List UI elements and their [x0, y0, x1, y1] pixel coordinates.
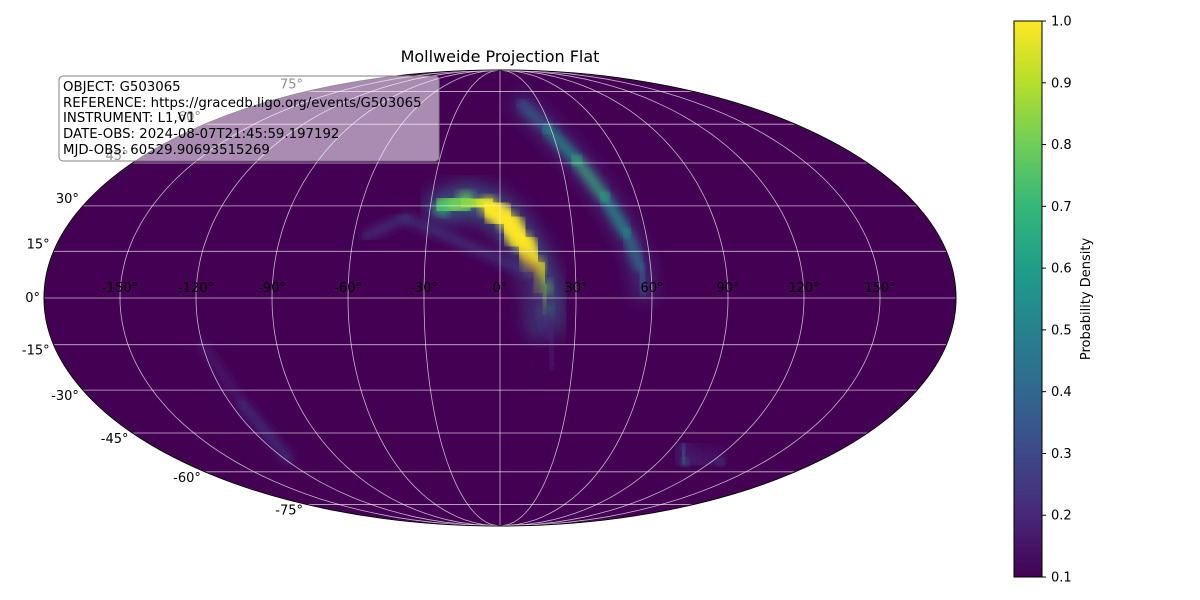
region-secondary-arc: [513, 95, 653, 300]
colorbar-tick-label: 0.3: [1051, 447, 1072, 462]
region-point: [622, 229, 631, 237]
region-point: [679, 443, 686, 450]
region-point: [547, 332, 553, 338]
longitude-tick-label: 90°: [716, 281, 739, 296]
colorbar-label: Probability Density: [1079, 238, 1094, 361]
region-segment: [363, 215, 408, 239]
latitude-tick-label: 30°: [56, 192, 79, 207]
region-segment: [402, 215, 533, 276]
region-faint-arc: [357, 209, 562, 375]
region-point: [513, 233, 532, 252]
region-point: [518, 100, 525, 107]
region-point: [641, 288, 648, 295]
region-point: [434, 201, 449, 217]
region-segment: [637, 263, 648, 295]
region-segment: [517, 100, 551, 133]
region-segment: [547, 332, 556, 369]
latitude-tick-label: -45°: [101, 432, 129, 447]
colorbar-tick-label: 0.7: [1051, 200, 1072, 215]
longitude-tick-label: -60°: [334, 281, 362, 296]
latitude-tick-label: -15°: [22, 344, 50, 359]
region-point: [286, 456, 292, 463]
region-point: [457, 191, 474, 209]
info-mjd-obs: MJD-OBS: 60529.90693515269: [63, 143, 270, 158]
region-point: [637, 263, 644, 271]
latitude-tick-label: -75°: [275, 504, 303, 519]
region-point: [363, 233, 369, 239]
info-box: OBJECT: G503065 REFERENCE: https://grace…: [58, 75, 440, 162]
chart-title: Mollweide Projection Flat: [401, 47, 600, 66]
colorbar-tick-label: 0.2: [1051, 509, 1072, 524]
region-segment: [199, 342, 246, 408]
longitude-tick-label: -90°: [258, 281, 286, 296]
info-object: OBJECT: G503065: [63, 80, 181, 95]
latitude-tick-label: -30°: [51, 389, 79, 404]
region-point: [402, 215, 408, 221]
colorbar-tick-label: 0.1: [1051, 571, 1072, 586]
probability-regions: [194, 95, 728, 470]
info-date-obs: DATE-OBS: 2024-08-07T21:45:59.197192: [63, 127, 339, 142]
sky-map-border: [43, 69, 957, 527]
colorbar-ticks: 0.1 0.2 0.3 0.4 0.5 0.6 0.7 0.8 0.9 1.0: [1042, 15, 1072, 586]
longitude-tick-label: -120°: [178, 281, 214, 296]
colorbar-tick-label: 0.6: [1051, 262, 1072, 277]
longitude-tick-label: 60°: [640, 281, 663, 296]
colorbar-gradient: [1013, 20, 1043, 578]
region-segment: [600, 193, 631, 237]
colorbar-tick-label: 0.9: [1051, 76, 1072, 91]
region-point: [572, 156, 581, 165]
region-point: [527, 270, 533, 276]
longitude-tick-label: -150°: [102, 281, 138, 296]
region-segment: [239, 401, 292, 463]
colorbar-tick-label: 0.8: [1051, 138, 1072, 153]
region-point: [498, 211, 517, 230]
region-segment: [572, 156, 609, 202]
region-southern-streak: [674, 438, 728, 470]
latitude-tick-label: -60°: [173, 471, 201, 486]
region-point: [600, 193, 609, 202]
colorbar-tick-label: 0.5: [1051, 323, 1072, 338]
region-point: [716, 458, 724, 466]
colorbar: 0.1 0.2 0.3 0.4 0.5 0.6 0.7 0.8 0.9 1.0 Probabili…: [1013, 15, 1094, 586]
info-reference: REFERENCE: https://gracedb.ligo.org/even…: [63, 96, 422, 111]
region-segment: [622, 229, 645, 271]
longitude-tick-label: -30°: [410, 281, 438, 296]
longitude-tick-label: 0°: [493, 281, 508, 296]
info-instrument: INSTRUMENT: L1,V1: [63, 111, 195, 126]
longitude-tick-label: 150°: [864, 281, 895, 296]
region-point: [681, 458, 689, 466]
latitude-tick-label: 15°: [27, 237, 50, 252]
region-point: [239, 402, 246, 408]
graticule-grid: [44, 70, 956, 526]
colorbar-tick-label: 1.0: [1051, 15, 1072, 30]
region-point: [550, 363, 556, 369]
region-western-streak: [194, 336, 297, 468]
longitude-tick-label: 120°: [788, 281, 819, 296]
colorbar-tick-label: 0.4: [1051, 385, 1072, 400]
latitude-tick-label: 0°: [25, 291, 40, 306]
longitude-tick-label: 30°: [564, 281, 587, 296]
longitude-tick-labels: -150° -120° -90° -60° -30° 0° 30° 60° 90° 120° 150…: [102, 281, 896, 296]
region-segment: [527, 270, 553, 339]
region-point: [543, 125, 552, 133]
